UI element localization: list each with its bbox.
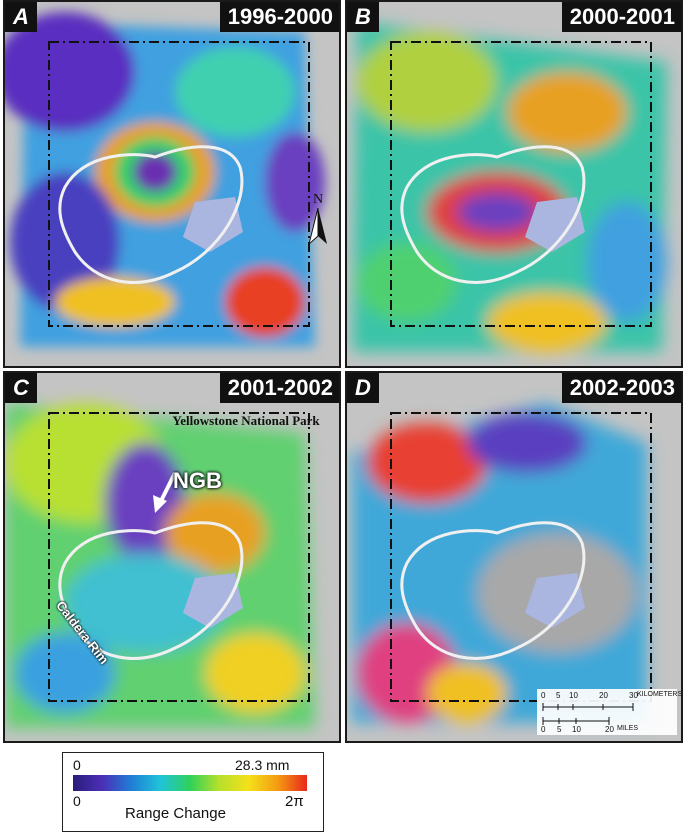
mi-unit: MILES — [617, 725, 639, 732]
panel-d: D 2002-2003 0 5 10 20 30 KILOMETERS 0 5 … — [345, 371, 683, 743]
panel-letter-b: B — [347, 2, 379, 32]
interferogram-map-a — [5, 2, 339, 366]
mi-tick-5: 5 — [557, 725, 562, 734]
km-tick-20: 20 — [599, 691, 608, 700]
panel-c: C 2001-2002 Yellowstone National Park NG… — [3, 371, 341, 743]
interferogram-map-c — [5, 373, 339, 741]
interferogram-map-d — [347, 373, 681, 741]
north-label: N — [312, 192, 324, 207]
legend-bottom-max: 2π — [285, 793, 304, 810]
mi-tick-20: 20 — [605, 725, 614, 734]
km-unit: KILOMETERS — [637, 691, 683, 698]
north-arrowhead-icon — [308, 207, 327, 246]
ngb-label: NGB — [173, 468, 222, 493]
panel-period-d: 2002-2003 — [561, 373, 681, 403]
panel-period-b: 2000-2001 — [561, 2, 681, 32]
scale-bar: 0 5 10 20 30 KILOMETERS 0 5 10 20 MILES — [537, 689, 681, 735]
scale-bar-lines — [542, 703, 634, 725]
color-ramp — [73, 775, 307, 791]
mi-tick-10: 10 — [572, 725, 581, 734]
legend-top-min: 0 — [73, 757, 81, 773]
panel-letter-d: D — [347, 373, 379, 403]
km-tick-5: 5 — [556, 691, 561, 700]
panel-period-c: 2001-2002 — [219, 373, 339, 403]
panel-a: A 1996-2000 N — [3, 0, 341, 368]
km-tick-10: 10 — [569, 691, 578, 700]
panel-period-a: 1996-2000 — [219, 2, 339, 32]
mi-tick-0: 0 — [541, 725, 546, 734]
color-legend: 0 28.3 mm 0 Range Change 2π — [62, 752, 324, 832]
north-arrow-icon: N — [308, 192, 327, 249]
panel-letter-c: C — [5, 373, 37, 403]
park-name-label: Yellowstone National Park — [172, 413, 320, 428]
km-tick-0: 0 — [541, 691, 546, 700]
interferogram-map-b — [347, 2, 681, 366]
panel-letter-a: A — [5, 2, 37, 32]
legend-title: Range Change — [125, 805, 226, 822]
legend-top-max: 28.3 mm — [235, 757, 290, 773]
km-tick-30: 30 — [629, 691, 638, 700]
legend-bottom-min: 0 — [73, 793, 81, 809]
panel-b: B 2000-2001 — [345, 0, 683, 368]
